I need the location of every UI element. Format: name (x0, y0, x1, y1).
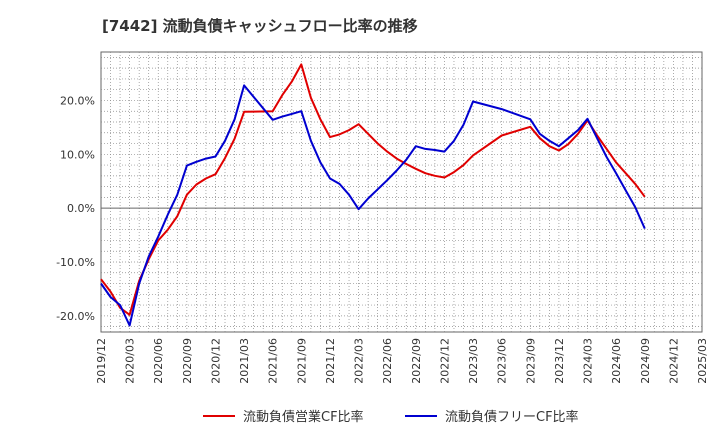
x-tick-label: 2021/09 (295, 338, 308, 384)
x-tick-label: 2024/03 (582, 338, 595, 384)
x-tick-label: 2023/03 (467, 338, 480, 384)
x-tick-label: 2023/06 (496, 338, 509, 384)
x-tick-label: 2024/12 (667, 338, 680, 384)
x-tick-label: 2023/12 (553, 338, 566, 384)
y-tick-label: 0.0% (67, 202, 95, 215)
plot-area (100, 51, 703, 333)
x-tick-label: 2022/09 (410, 338, 423, 384)
y-tick-label: 10.0% (60, 148, 95, 161)
x-tick-label: 2019/12 (95, 338, 108, 384)
series-lines (100, 63, 646, 327)
x-tick-label: 2025/03 (696, 338, 709, 384)
legend-label-2: 流動負債フリーCF比率 (445, 409, 579, 425)
x-tick-label: 2020/09 (181, 338, 194, 384)
grid (101, 52, 702, 332)
x-tick-label: 2023/09 (524, 338, 537, 384)
x-tick-label: 2022/06 (381, 338, 394, 384)
x-tick-label: 2024/09 (639, 338, 652, 384)
x-tick-label: 2020/12 (209, 338, 222, 384)
x-tick-label: 2022/12 (438, 338, 451, 384)
x-tick-label: 2024/06 (610, 338, 623, 384)
x-tick-label: 2022/03 (353, 338, 366, 384)
y-tick-label: -20.0% (56, 310, 95, 323)
x-tick-label: 2020/06 (152, 338, 165, 384)
y-tick-label: -10.0% (56, 256, 95, 269)
legend: 流動負債営業CF比率 流動負債フリーCF比率 (203, 409, 579, 425)
x-tick-label: 2021/12 (324, 338, 337, 384)
series-line-2 (100, 84, 646, 327)
x-axis: 2019/12 2020/03 2020/06 2020/09 2020/12 2021/… (95, 338, 709, 384)
x-tick-label: 2021/03 (238, 338, 251, 384)
legend-label-1: 流動負債営業CF比率 (243, 409, 364, 425)
series-line-1 (100, 63, 646, 316)
y-tick-label: 20.0% (60, 94, 95, 107)
chart-title: [7442] 流動負債キャッシュフロー比率の推移 (102, 17, 418, 35)
x-tick-label: 2020/03 (124, 338, 137, 384)
y-axis: -20.0% -10.0% 0.0% 10.0% 20.0% (56, 94, 95, 322)
x-tick-label: 2021/06 (267, 338, 280, 384)
